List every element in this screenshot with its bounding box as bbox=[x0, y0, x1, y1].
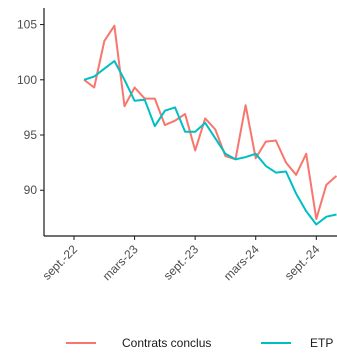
legend-label-contrats-conclus: Contrats conclus bbox=[122, 336, 211, 350]
x-tick-label: mars-23 bbox=[100, 242, 141, 283]
legend-label-etp: ETP bbox=[310, 336, 333, 350]
plot-lines bbox=[83, 24, 337, 226]
x-tick-label: mars-24 bbox=[221, 242, 262, 283]
x-tick-label: sept.-22 bbox=[40, 242, 81, 283]
y-tick-label: 105 bbox=[17, 18, 37, 32]
x-tick-label: sept.-24 bbox=[282, 242, 323, 283]
x-axis: sept.-22 mars-23 sept.-23 mars-24 sept.-24 bbox=[40, 235, 337, 283]
x-tick-label: sept.-23 bbox=[161, 242, 202, 283]
y-tick-label: 90 bbox=[24, 183, 38, 197]
series-line-etp bbox=[83, 60, 337, 226]
y-tick-label: 100 bbox=[17, 73, 37, 87]
y-tick-label: 95 bbox=[24, 128, 38, 142]
series-line-contrats-conclus bbox=[83, 24, 337, 220]
y-axis: 90 95 100 105 bbox=[17, 8, 45, 236]
legend: Contrats conclus ETP bbox=[66, 336, 333, 350]
